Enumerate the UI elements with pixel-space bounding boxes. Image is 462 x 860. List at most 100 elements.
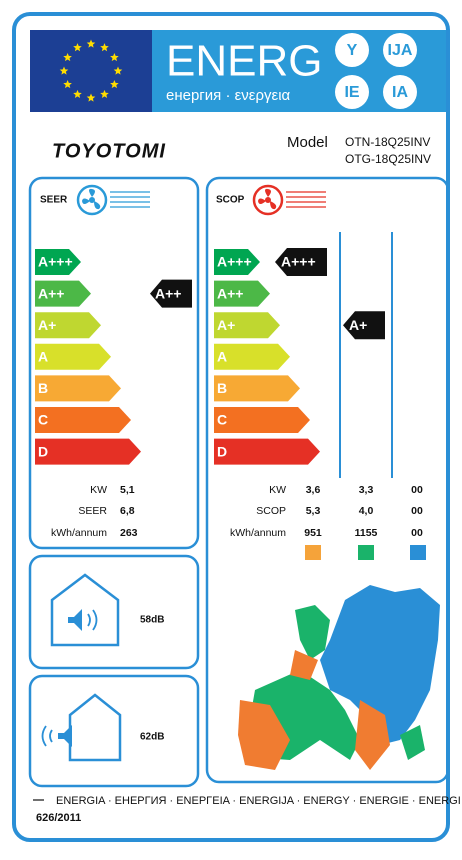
class-label: A++	[38, 285, 64, 301]
cooling-panel	[28, 176, 200, 550]
class-arrow	[214, 280, 270, 307]
cooling-label: SEER	[40, 195, 68, 206]
class-label: A	[38, 349, 48, 365]
indoor-unit-icon	[50, 573, 120, 647]
star	[63, 80, 72, 89]
model-label: Model	[287, 134, 328, 151]
suffix-circle	[335, 33, 369, 67]
row-value: 3,3	[359, 484, 374, 496]
row-label: kWh/annum	[51, 527, 107, 539]
indoor-noise: 58dB	[140, 615, 164, 626]
class-arrow	[35, 375, 121, 402]
row-value: 5,3	[306, 505, 321, 517]
class-label: A+++	[217, 254, 252, 270]
class-arrow	[35, 312, 101, 339]
star	[86, 39, 96, 48]
suffix: IJA	[388, 42, 413, 59]
cooling-fan-icon	[76, 184, 150, 216]
class-label: A++	[217, 285, 243, 301]
heating-panel	[205, 176, 450, 784]
row-value: 4,0	[359, 505, 374, 517]
row-value: 6,8	[120, 505, 135, 517]
eu-stars	[59, 39, 123, 102]
star	[110, 53, 119, 62]
zone-swatch	[358, 545, 374, 560]
suffix: IE	[344, 84, 359, 101]
row-label: KW	[269, 484, 286, 496]
suffixes: Y IJA IE IA	[335, 33, 417, 109]
star	[73, 89, 82, 98]
model-name: OTN-18Q25INV	[345, 135, 430, 149]
class-label: B	[217, 380, 227, 396]
rating-arrow	[275, 248, 327, 276]
star	[63, 53, 72, 62]
row-label: kWh/annum	[230, 527, 286, 539]
value-rows: KW 5,1 SEER 6,8 kWh/annum 263 KW SCOP kWh/annum 3…	[51, 484, 423, 539]
row-value: 00	[411, 484, 423, 496]
star	[110, 80, 119, 89]
regulation: 626/2011	[36, 812, 81, 824]
outdoor-noise: 62dB	[140, 732, 164, 743]
star	[100, 89, 109, 98]
class-arrow	[214, 375, 300, 402]
rating-label: A+++	[281, 254, 316, 270]
class-label: D	[38, 443, 48, 459]
suffix-circle	[335, 75, 369, 109]
zone-swatch	[305, 545, 321, 560]
row-value: 00	[411, 527, 423, 539]
europe-map	[238, 585, 440, 770]
class-arrow	[35, 343, 111, 370]
rating-label: A+	[349, 317, 367, 333]
star	[73, 43, 82, 52]
row-value: 1155	[355, 527, 378, 539]
star	[86, 93, 96, 102]
row-value: 263	[120, 527, 138, 539]
row-label: SCOP	[256, 505, 286, 517]
row-value: 5,1	[120, 484, 135, 496]
banner-title: ENERG	[166, 37, 322, 86]
row-value: 951	[304, 527, 322, 539]
row-label: KW	[90, 484, 107, 496]
star	[59, 66, 69, 75]
heating-label: SCOP	[216, 195, 245, 206]
class-arrow	[35, 438, 141, 465]
outdoor-unit-icon	[41, 693, 122, 762]
class-arrow	[35, 407, 131, 433]
class-label: A+	[217, 317, 235, 333]
row-label: SEER	[78, 505, 107, 517]
rating-arrow	[150, 279, 192, 308]
row-value: 00	[411, 505, 423, 517]
brand: TOYOTOMI	[52, 140, 166, 162]
suffix: Y	[347, 42, 358, 59]
heating-fan-icon	[252, 184, 326, 216]
class-arrow	[35, 249, 81, 275]
rating-label: A++	[155, 285, 181, 301]
class-label: C	[38, 412, 48, 428]
outdoor-noise-panel	[28, 674, 200, 788]
footer-languages: ENERGIA · ЕНЕРГИЯ · ΕΝΕΡΓΕΙΑ · ENERGIJA …	[56, 795, 461, 807]
class-arrow	[214, 312, 280, 339]
class-label: A+	[38, 317, 56, 333]
class-arrow	[214, 407, 310, 433]
rating-arrow	[343, 311, 385, 340]
suffix: IA	[392, 84, 408, 101]
class-label: A+++	[38, 254, 73, 270]
model-name: OTG-18Q25INV	[345, 152, 431, 166]
class-arrow	[214, 249, 260, 275]
class-label: C	[217, 412, 227, 428]
class-arrow	[214, 343, 290, 370]
class-arrow	[35, 280, 91, 307]
class-arrow	[214, 438, 320, 465]
suffix-circle	[383, 75, 417, 109]
suffix-circle	[383, 33, 417, 67]
class-label: B	[38, 380, 48, 396]
indoor-noise-panel	[28, 554, 200, 670]
class-label: A	[217, 349, 227, 365]
banner-subtitle: енергия · ενεργεια	[166, 87, 291, 104]
zone-swatch	[410, 545, 426, 560]
star	[113, 66, 123, 75]
class-label: D	[217, 443, 227, 459]
star	[100, 43, 109, 52]
